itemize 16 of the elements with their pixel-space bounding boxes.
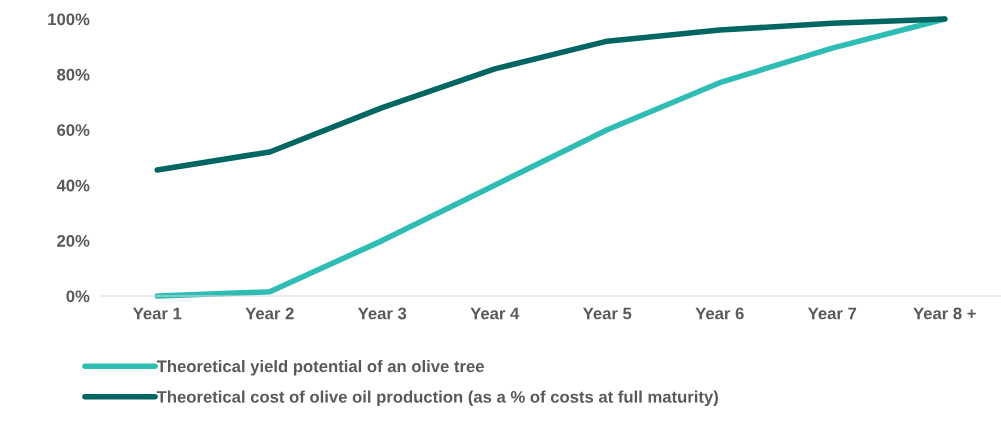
x-tick-label: Year 3 bbox=[357, 307, 407, 320]
legend-label: Theoretical yield potential of an olive tree bbox=[156, 360, 484, 376]
y-tick-label: 60% bbox=[57, 124, 90, 136]
x-tick-label: Year 5 bbox=[582, 307, 632, 320]
x-tick-label: Year 1 bbox=[132, 307, 182, 320]
y-tick-label: 0% bbox=[66, 290, 90, 303]
x-tick-label: Year 6 bbox=[695, 307, 744, 320]
x-tick-label: Year 8 + bbox=[913, 307, 976, 320]
y-tick-label: 20% bbox=[57, 235, 90, 247]
x-tick-label: Year 7 bbox=[807, 307, 857, 320]
x-tick-label: Year 2 bbox=[245, 307, 294, 320]
legend-label: Theoretical cost of olive oil production (as a % of costs at full maturity) bbox=[156, 390, 718, 407]
x-tick-label: Year 4 bbox=[470, 307, 520, 320]
y-tick-label: 80% bbox=[57, 68, 90, 81]
y-tick-label: 40% bbox=[56, 179, 90, 192]
y-tick-label: 100% bbox=[48, 13, 90, 26]
